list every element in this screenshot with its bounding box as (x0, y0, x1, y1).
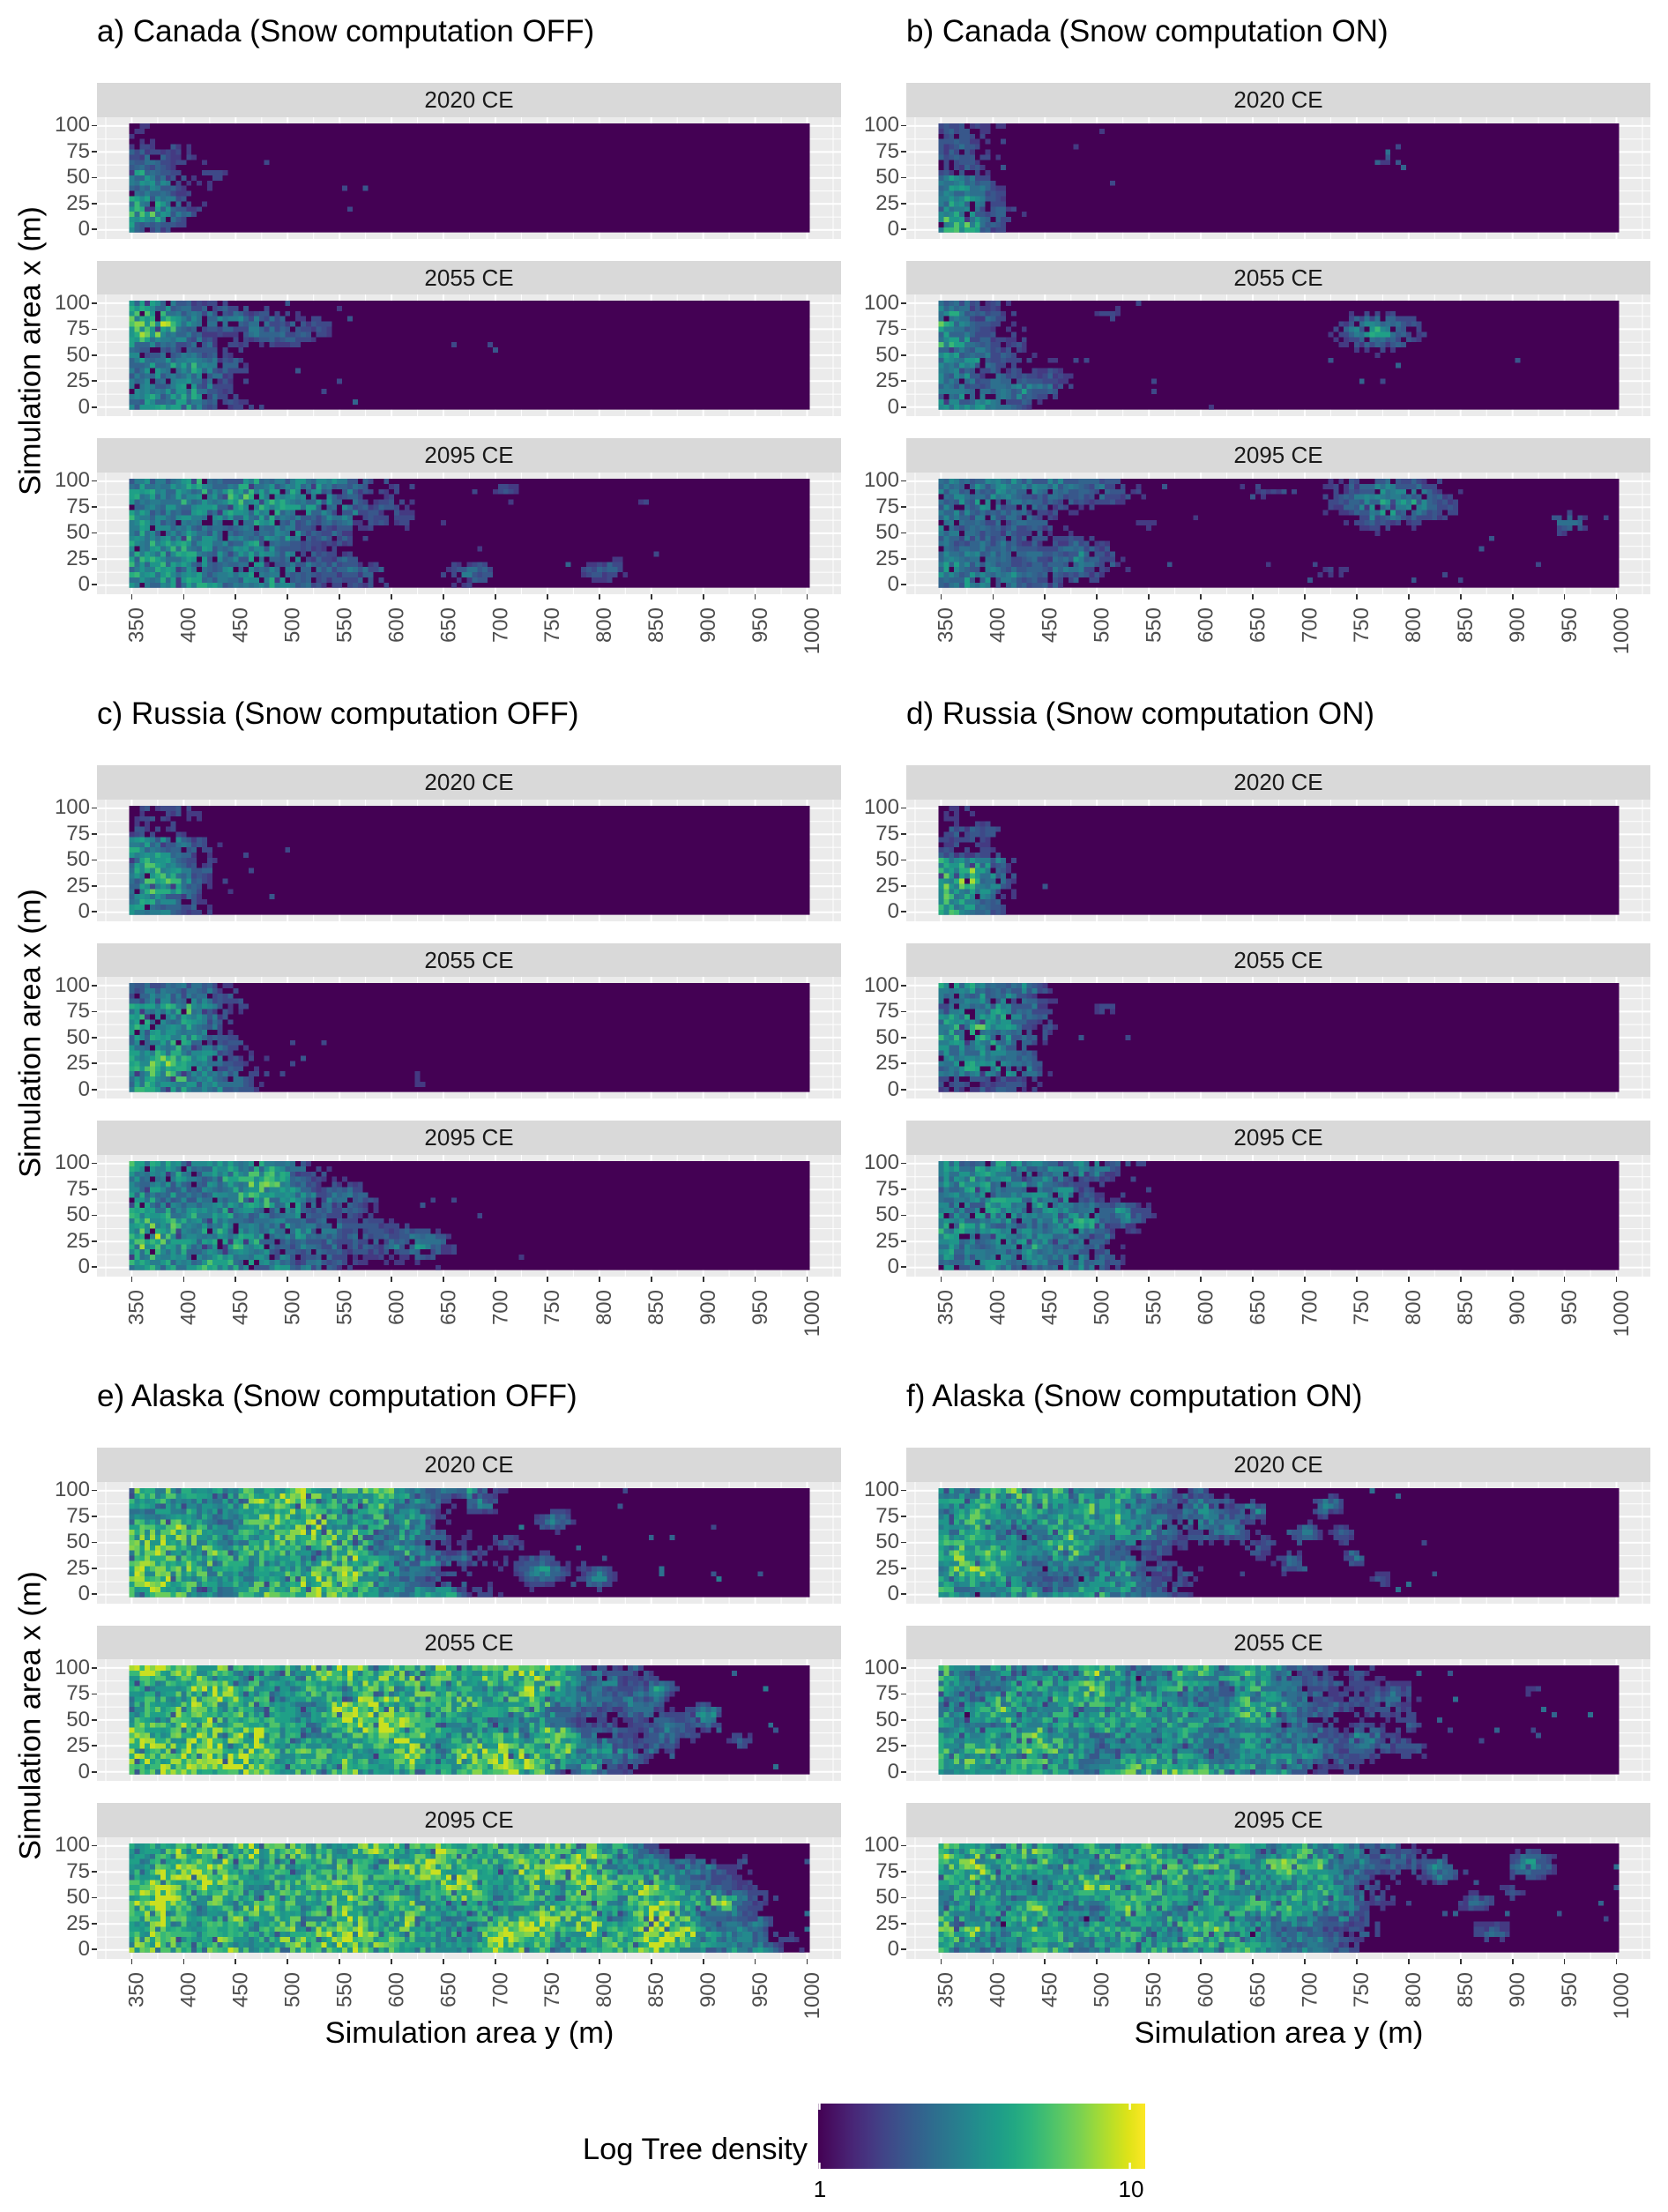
svg-text:350: 350 (125, 1972, 149, 2007)
svg-text:900: 900 (1506, 607, 1530, 643)
svg-text:800: 800 (1402, 607, 1426, 643)
svg-text:900: 900 (696, 1972, 720, 2007)
svg-text:400: 400 (177, 1972, 201, 2007)
svg-text:500: 500 (1091, 607, 1114, 643)
svg-text:350: 350 (125, 607, 149, 643)
svg-text:350: 350 (935, 607, 958, 643)
svg-text:650: 650 (1246, 1972, 1270, 2007)
svg-text:450: 450 (1039, 607, 1062, 643)
svg-text:900: 900 (696, 1290, 720, 1325)
svg-text:950: 950 (748, 1290, 772, 1325)
svg-text:750: 750 (1350, 1290, 1374, 1325)
svg-text:800: 800 (1402, 1972, 1426, 2007)
svg-text:350: 350 (935, 1972, 958, 2007)
svg-text:450: 450 (229, 607, 253, 643)
svg-text:850: 850 (644, 1972, 668, 2007)
svg-text:400: 400 (987, 607, 1010, 643)
svg-text:850: 850 (1454, 1290, 1478, 1325)
svg-text:950: 950 (748, 1972, 772, 2007)
svg-text:350: 350 (125, 1290, 149, 1325)
svg-text:650: 650 (1246, 1290, 1270, 1325)
svg-text:800: 800 (592, 1290, 616, 1325)
svg-text:950: 950 (1558, 1290, 1582, 1325)
svg-text:900: 900 (696, 607, 720, 643)
svg-text:1000: 1000 (800, 607, 824, 654)
svg-text:700: 700 (488, 1290, 512, 1325)
svg-text:500: 500 (1091, 1972, 1114, 2007)
svg-text:750: 750 (540, 607, 564, 643)
svg-text:950: 950 (1558, 607, 1582, 643)
svg-text:450: 450 (1039, 1290, 1062, 1325)
svg-text:850: 850 (644, 607, 668, 643)
svg-text:600: 600 (1194, 1972, 1217, 2007)
svg-text:700: 700 (1298, 1972, 1322, 2007)
svg-text:500: 500 (1091, 1290, 1114, 1325)
svg-text:900: 900 (1506, 1290, 1530, 1325)
svg-text:750: 750 (540, 1972, 564, 2007)
svg-text:950: 950 (1558, 1972, 1582, 2007)
svg-text:650: 650 (1246, 607, 1270, 643)
svg-text:800: 800 (592, 1972, 616, 2007)
svg-text:1000: 1000 (800, 1290, 824, 1337)
svg-text:550: 550 (333, 1972, 357, 2007)
svg-text:950: 950 (748, 607, 772, 643)
svg-text:600: 600 (384, 607, 408, 643)
svg-text:550: 550 (333, 607, 357, 643)
svg-text:700: 700 (1298, 607, 1322, 643)
svg-text:700: 700 (1298, 1290, 1322, 1325)
svg-text:1000: 1000 (1610, 607, 1634, 654)
svg-text:700: 700 (488, 1972, 512, 2007)
svg-text:800: 800 (1402, 1290, 1426, 1325)
svg-text:450: 450 (229, 1290, 253, 1325)
svg-text:750: 750 (1350, 607, 1374, 643)
svg-text:450: 450 (229, 1972, 253, 2007)
svg-text:400: 400 (177, 607, 201, 643)
svg-text:600: 600 (1194, 1290, 1217, 1325)
svg-text:900: 900 (1506, 1972, 1530, 2007)
svg-text:1000: 1000 (1610, 1290, 1634, 1337)
svg-text:450: 450 (1039, 1972, 1062, 2007)
svg-text:650: 650 (436, 1290, 460, 1325)
svg-text:750: 750 (540, 1290, 564, 1325)
svg-text:500: 500 (281, 1972, 305, 2007)
svg-text:650: 650 (436, 1972, 460, 2007)
svg-text:650: 650 (436, 607, 460, 643)
svg-text:800: 800 (592, 607, 616, 643)
svg-text:400: 400 (987, 1972, 1010, 2007)
svg-text:600: 600 (1194, 607, 1217, 643)
svg-text:850: 850 (644, 1290, 668, 1325)
svg-text:1000: 1000 (800, 1972, 824, 2019)
svg-text:350: 350 (935, 1290, 958, 1325)
svg-text:700: 700 (488, 607, 512, 643)
svg-text:600: 600 (384, 1972, 408, 2007)
svg-text:500: 500 (281, 607, 305, 643)
svg-text:550: 550 (1143, 1290, 1166, 1325)
svg-text:550: 550 (333, 1290, 357, 1325)
svg-text:1000: 1000 (1610, 1972, 1634, 2019)
svg-text:850: 850 (1454, 1972, 1478, 2007)
svg-text:850: 850 (1454, 607, 1478, 643)
svg-text:500: 500 (281, 1290, 305, 1325)
svg-text:750: 750 (1350, 1972, 1374, 2007)
svg-text:400: 400 (987, 1290, 1010, 1325)
svg-text:400: 400 (177, 1290, 201, 1325)
svg-text:600: 600 (384, 1290, 408, 1325)
svg-text:550: 550 (1143, 1972, 1166, 2007)
svg-text:550: 550 (1143, 607, 1166, 643)
